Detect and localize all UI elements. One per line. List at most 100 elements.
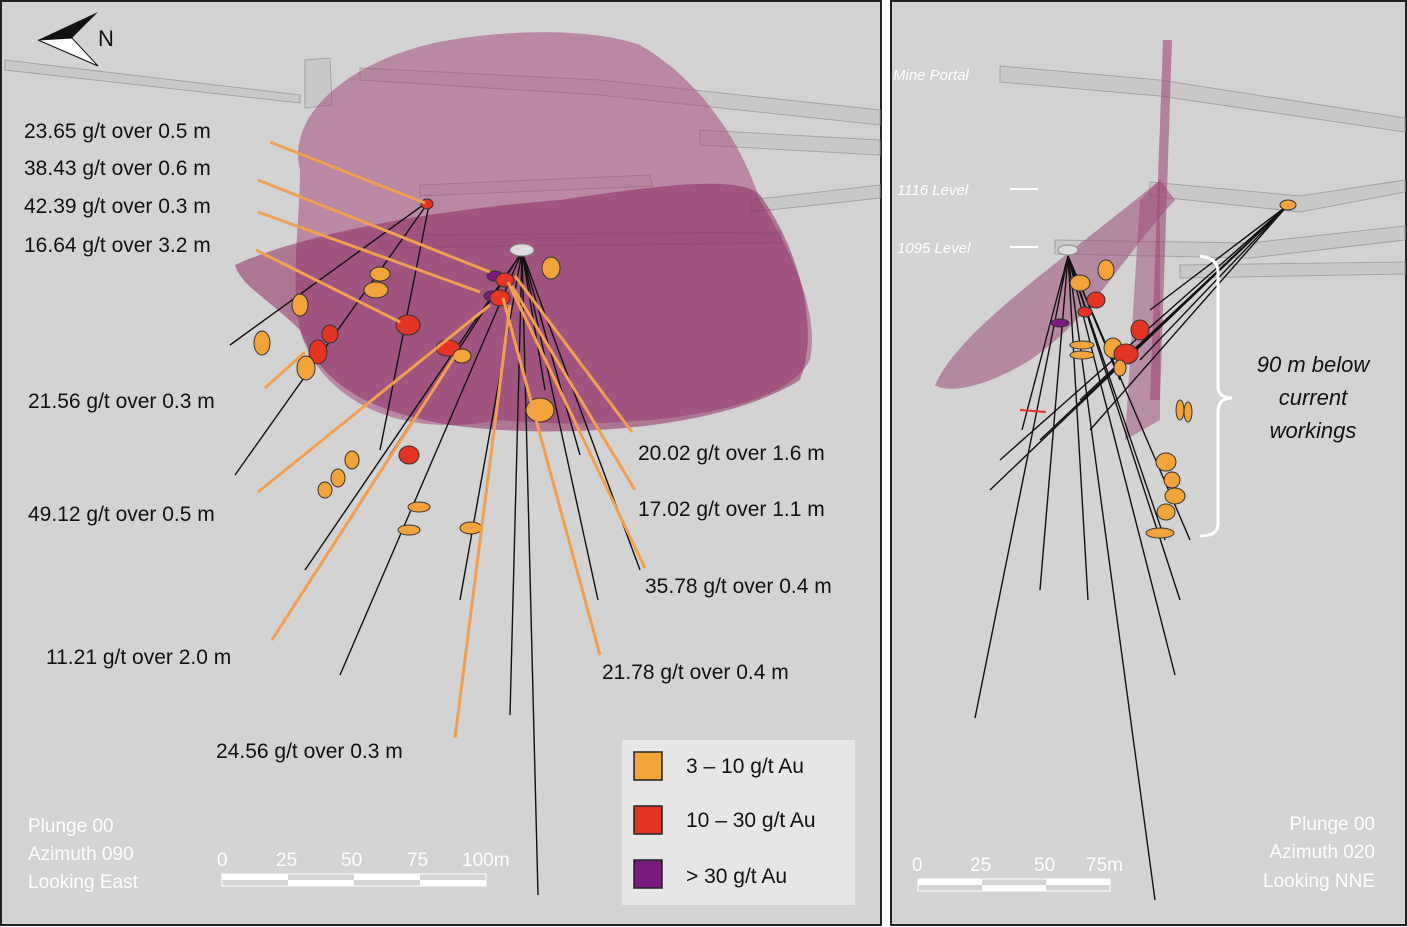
svg-text:90 m below: 90 m below bbox=[1257, 352, 1372, 377]
intercept-disc-orange bbox=[1183, 401, 1193, 423]
intercept-label: 11.21 g/t over 2.0 m bbox=[46, 646, 231, 669]
intercept-label: 38.43 g/t over 0.6 m bbox=[24, 157, 211, 180]
intercept-disc-red bbox=[308, 339, 328, 365]
legend-label: 10 – 30 g/t Au bbox=[686, 809, 816, 832]
intercept-disc-orange bbox=[344, 450, 360, 470]
intercept-label: 49.12 g/t over 0.5 m bbox=[28, 503, 215, 526]
left-assay-intercepts bbox=[253, 198, 561, 536]
intercept-disc-red bbox=[398, 445, 420, 465]
intercept-label: 21.78 g/t over 0.4 m bbox=[602, 661, 789, 684]
azimuth-text: Azimuth 090 bbox=[28, 844, 134, 865]
left-intercept-labels: 23.65 g/t over 0.5 m 38.43 g/t over 0.6 … bbox=[24, 120, 832, 763]
intercept-disc-red bbox=[420, 198, 434, 210]
scale-tick: 0 bbox=[912, 855, 923, 876]
intercept-disc-red bbox=[495, 272, 515, 288]
intercept-disc-red bbox=[1086, 291, 1106, 309]
intercept-label: 21.56 g/t over 0.3 m bbox=[28, 390, 215, 413]
right-view-orientation: Plunge 00 Azimuth 020 Looking NNE bbox=[1263, 814, 1375, 892]
intercept-disc-orange bbox=[1155, 452, 1177, 472]
azimuth-text: Azimuth 020 bbox=[1269, 842, 1375, 863]
depth-note: 90 m below current workings bbox=[1257, 352, 1372, 443]
legend-swatch-purple bbox=[633, 859, 663, 889]
intercept-disc-red bbox=[321, 324, 339, 344]
intercept-disc-orange bbox=[1156, 503, 1176, 521]
intercept-disc-orange bbox=[253, 330, 271, 356]
plunge-text: Plunge 00 bbox=[28, 816, 114, 837]
scale-tick: 50 bbox=[1034, 855, 1055, 876]
level-1116-label: 1116 Level bbox=[897, 182, 969, 199]
intercept-label: 24.56 g/t over 0.3 m bbox=[216, 740, 403, 763]
legend-swatch-orange bbox=[633, 751, 663, 781]
scale-tick: 25 bbox=[970, 855, 991, 876]
legend-label: > 30 g/t Au bbox=[686, 865, 787, 888]
intercept-label: 20.02 g/t over 1.6 m bbox=[638, 442, 825, 465]
intercept-disc-orange bbox=[291, 293, 309, 317]
right-level-labels: Mine Portal 1116 Level 1095 Level bbox=[893, 67, 1038, 257]
plunge-text: Plunge 00 bbox=[1289, 814, 1375, 835]
intercept-disc-orange bbox=[541, 256, 561, 280]
svg-text:current: current bbox=[1279, 385, 1348, 410]
depth-bracket bbox=[1199, 254, 1233, 538]
intercept-disc-orange bbox=[1097, 259, 1115, 281]
intercept-disc-orange bbox=[369, 266, 391, 282]
intercept-disc-orange bbox=[459, 521, 483, 535]
intercept-disc-orange bbox=[1113, 359, 1127, 377]
intercept-label: 42.39 g/t over 0.3 m bbox=[24, 195, 211, 218]
looking-text: Looking NNE bbox=[1263, 871, 1375, 892]
intercept-disc-orange bbox=[1163, 471, 1181, 489]
intercept-disc-orange bbox=[1175, 399, 1185, 421]
intercept-label: 23.65 g/t over 0.5 m bbox=[24, 120, 211, 143]
scale-tick: 25 bbox=[276, 850, 297, 871]
intercept-disc-purple bbox=[1050, 318, 1070, 328]
intercept-disc-orange bbox=[330, 468, 346, 488]
scale-tick: 100m bbox=[462, 850, 510, 871]
right-panel bbox=[890, 0, 1407, 926]
intercept-disc-orange bbox=[1145, 527, 1175, 539]
intercept-disc-orange bbox=[363, 281, 389, 299]
right-assay-intercepts bbox=[1019, 199, 1297, 539]
intercept-disc-orange bbox=[407, 501, 431, 513]
drill-collar bbox=[1057, 244, 1079, 256]
intercept-disc-orange bbox=[1164, 487, 1186, 505]
intercept-disc-orange bbox=[1069, 340, 1095, 350]
right-underground-workings bbox=[999, 65, 1406, 279]
looking-text: Looking East bbox=[28, 872, 139, 893]
intercept-disc-orange bbox=[1069, 274, 1091, 292]
right-mineralized-solids bbox=[935, 40, 1175, 440]
intercept-label: 17.02 g/t over 1.1 m bbox=[638, 498, 825, 521]
intercept-disc-red bbox=[1113, 343, 1139, 365]
intercept-disc-red bbox=[1077, 306, 1093, 318]
intercept-label: 16.64 g/t over 3.2 m bbox=[24, 234, 211, 257]
right-scale-bar: 0 25 50 75m bbox=[912, 855, 1123, 892]
level-1095-label: 1095 Level bbox=[897, 240, 971, 257]
legend-label: 3 – 10 g/t Au bbox=[686, 755, 804, 778]
intercept-disc-orange bbox=[397, 524, 421, 536]
intercept-disc-red bbox=[395, 314, 421, 336]
intercept-label: 35.78 g/t over 0.4 m bbox=[645, 575, 832, 598]
panel-divider bbox=[882, 0, 890, 927]
intercept-disc-orange bbox=[296, 355, 316, 381]
left-scale-bar: 0 25 50 75 100m bbox=[217, 850, 510, 887]
mine-portal-label: Mine Portal bbox=[893, 67, 970, 84]
intercept-disc-red bbox=[1130, 319, 1150, 341]
scale-tick: 50 bbox=[341, 850, 362, 871]
intercept-disc-orange bbox=[1279, 199, 1297, 211]
scale-tick: 75 bbox=[407, 850, 428, 871]
north-arrow-icon: N bbox=[37, 12, 114, 67]
right-drill-holes bbox=[974, 204, 1289, 901]
intercept-disc-orange bbox=[452, 348, 472, 364]
intercept-disc-orange bbox=[1069, 350, 1095, 360]
drill-collar bbox=[509, 243, 535, 257]
legend: 3 – 10 g/t Au 10 – 30 g/t Au > 30 g/t Au bbox=[622, 740, 855, 905]
north-label: N bbox=[98, 26, 114, 51]
legend-swatch-red bbox=[633, 805, 663, 835]
intercept-disc-orange bbox=[317, 481, 333, 499]
left-view-orientation: Plunge 00 Azimuth 090 Looking East bbox=[28, 816, 139, 893]
scale-tick: 0 bbox=[217, 850, 228, 871]
intercept-disc-red bbox=[489, 289, 511, 307]
left-callout-arrows bbox=[255, 140, 647, 739]
svg-text:workings: workings bbox=[1270, 418, 1357, 443]
scale-tick: 75m bbox=[1086, 855, 1123, 876]
